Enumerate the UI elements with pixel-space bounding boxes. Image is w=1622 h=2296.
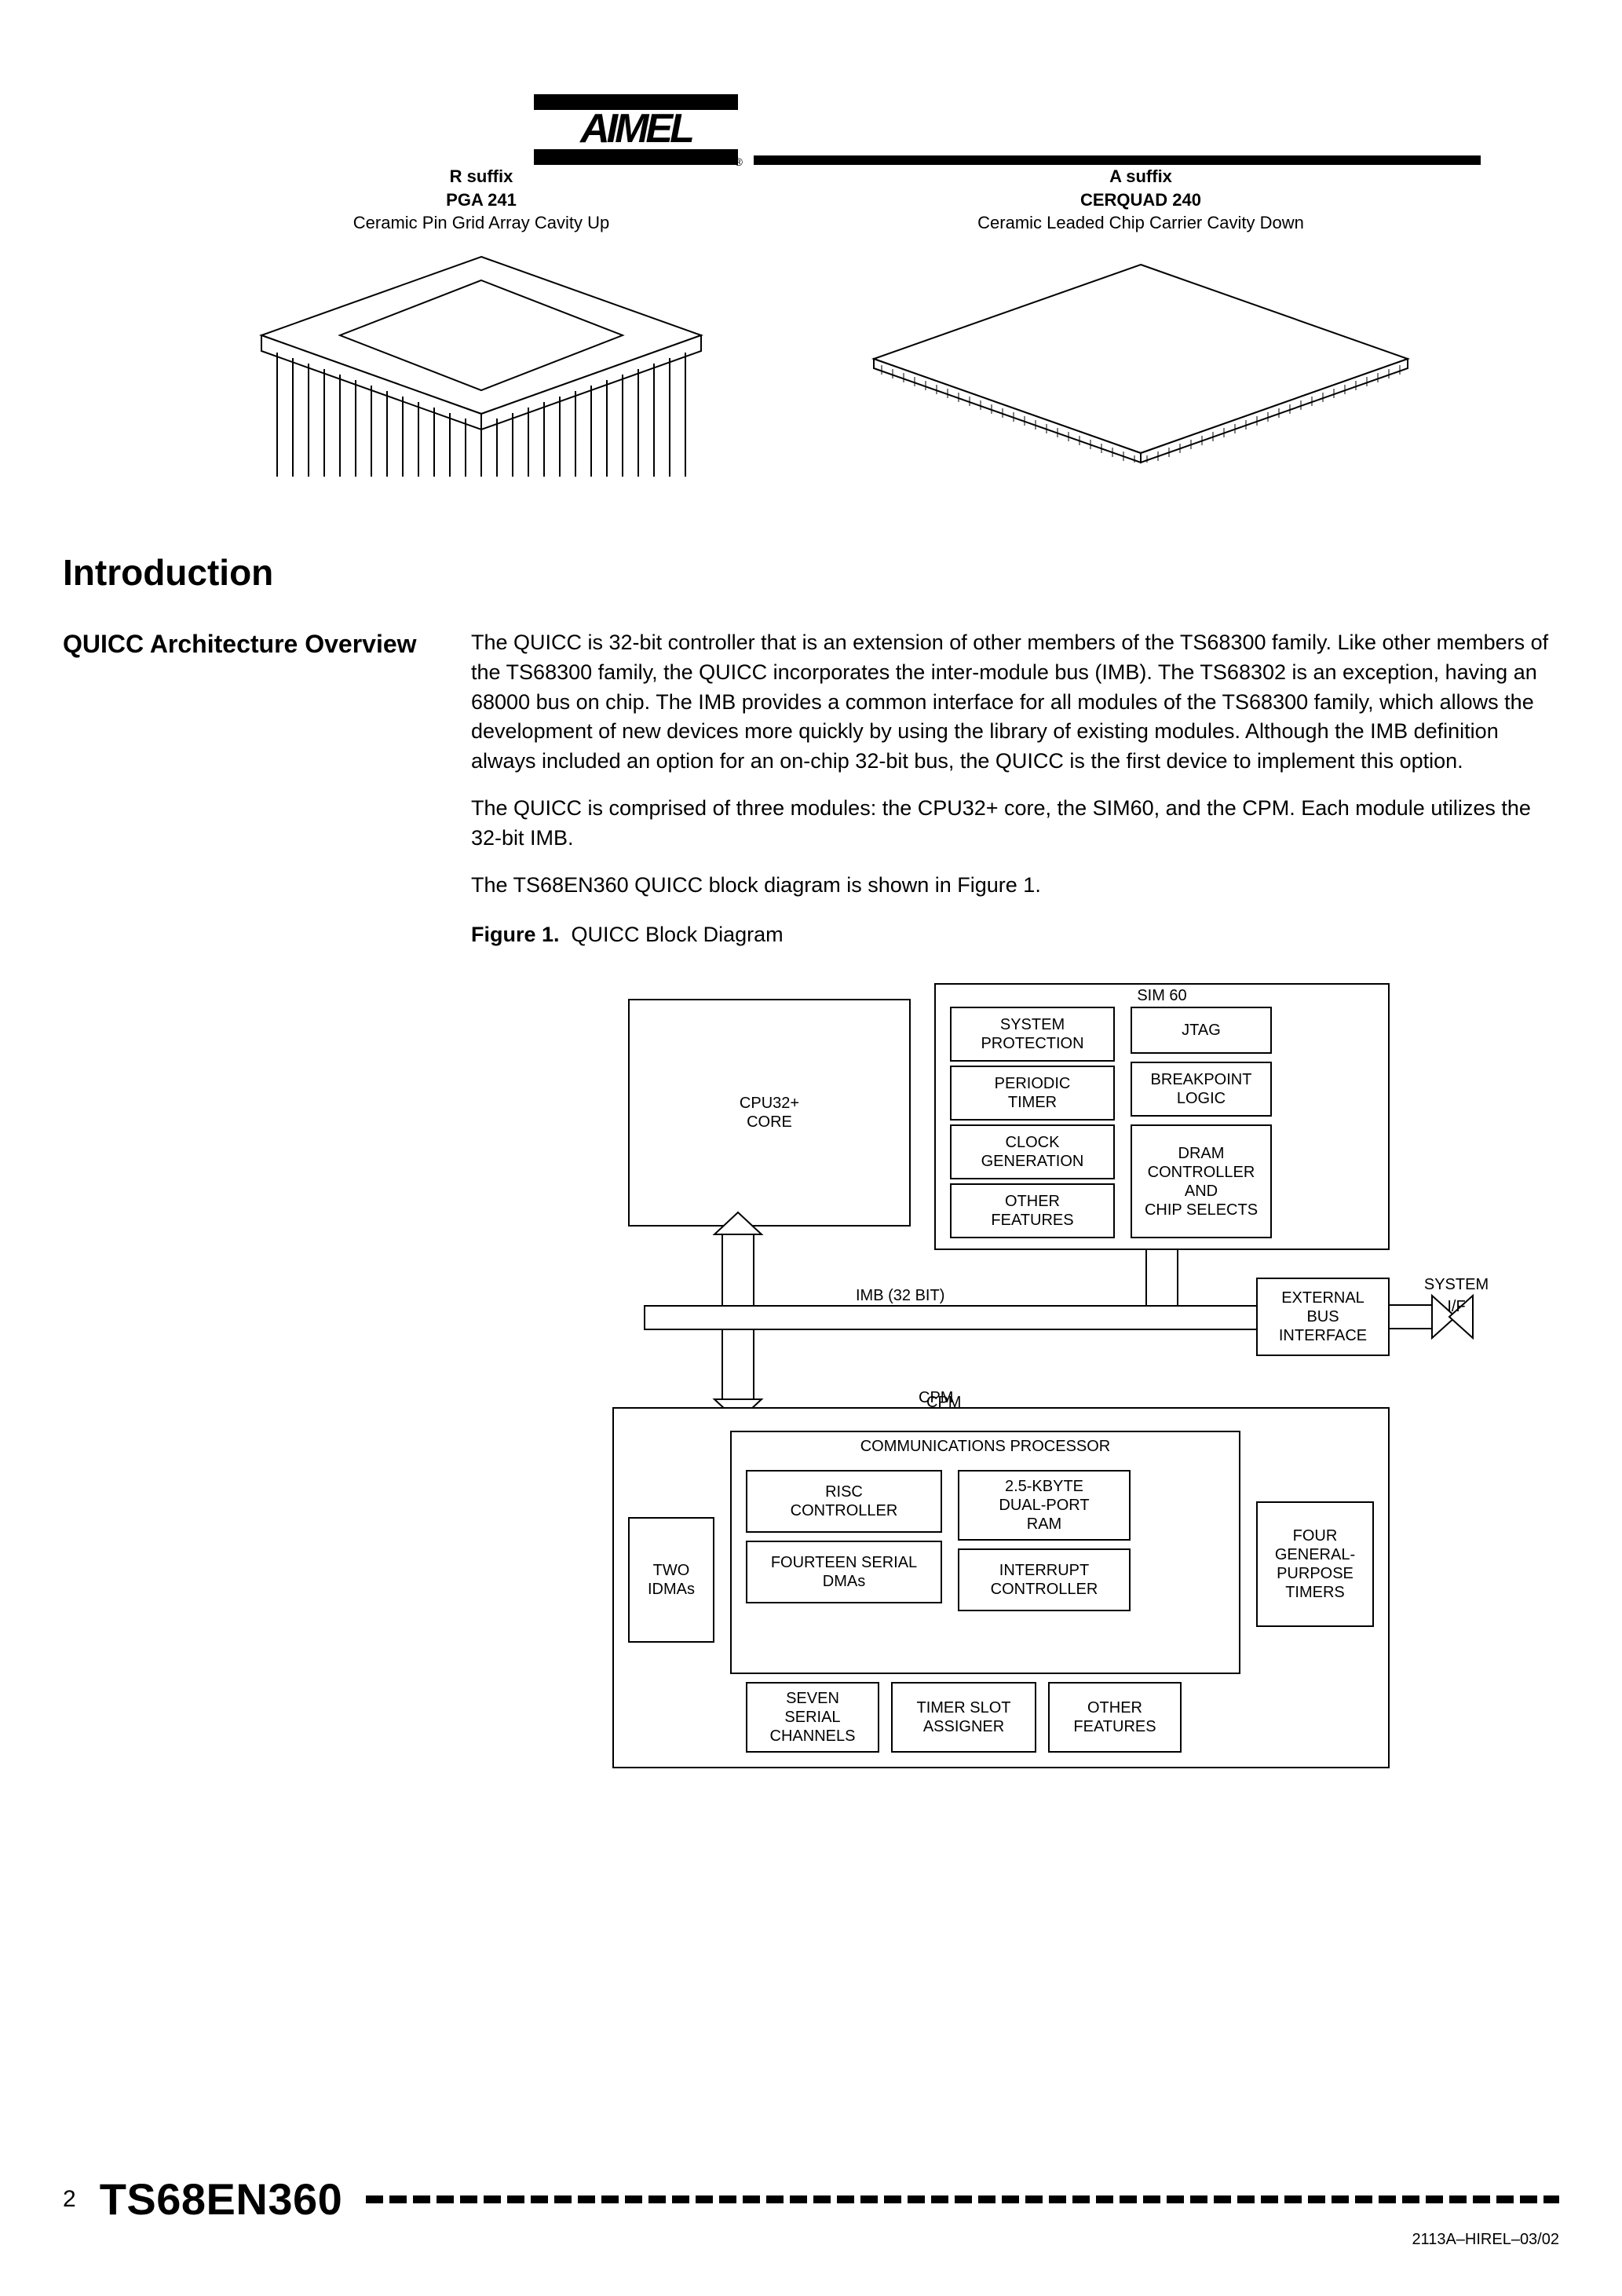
pkg-left-line1: R suffix <box>199 165 764 188</box>
figure-caption: Figure 1. QUICC Block Diagram <box>471 920 1559 950</box>
risc-label: RISC CONTROLLER <box>791 1483 898 1520</box>
pkg-left-line3: Ceramic Pin Grid Array Cavity Up <box>199 211 764 235</box>
pkg-right-line1: A suffix <box>858 165 1423 188</box>
cpm-title: CPM <box>926 1391 961 1413</box>
cerquad-chip-icon <box>858 249 1423 469</box>
paragraph-1: The QUICC is 32-bit controller that is a… <box>471 628 1559 777</box>
figure-title: QUICC Block Diagram <box>572 923 784 946</box>
seven-serial-label: SEVEN SERIAL CHANNELS <box>770 1689 856 1746</box>
interrupt-label: INTERRUPT CONTROLLER <box>991 1561 1098 1599</box>
header: AIMEL ® <box>63 94 1559 165</box>
package-left: R suffix PGA 241 Ceramic Pin Grid Array … <box>199 165 764 488</box>
two-idmas-label: TWO IDMAs <box>648 1561 695 1599</box>
brand-logo: AIMEL ® <box>534 94 738 165</box>
figure-label: Figure 1. <box>471 923 560 946</box>
header-rule <box>754 155 1481 165</box>
two-idmas-box: TWO IDMAs <box>628 1517 714 1643</box>
four-timers-label: FOUR GENERAL- PURPOSE TIMERS <box>1275 1526 1355 1602</box>
page-footer: 2 TS68EN360 2113A–HIREL–03/02 <box>63 2174 1559 2249</box>
package-right: A suffix CERQUAD 240 Ceramic Leaded Chip… <box>858 165 1423 488</box>
side-heading: QUICC Architecture Overview <box>63 628 440 1784</box>
doc-code: 2113A–HIREL–03/02 <box>63 2231 1559 2249</box>
timer-slot-box: TIMER SLOT ASSIGNER <box>891 1682 1036 1753</box>
dualport-label: 2.5-KBYTE DUAL-PORT RAM <box>999 1477 1089 1534</box>
fourteen-dmas-label: FOURTEEN SERIAL DMAs <box>771 1553 917 1591</box>
comm-proc-label: COMMUNICATIONS PROCESSOR <box>860 1437 1111 1456</box>
body-text: The QUICC is 32-bit controller that is a… <box>471 628 1559 1784</box>
package-illustrations: R suffix PGA 241 Ceramic Pin Grid Array … <box>63 165 1559 488</box>
registered-mark: ® <box>735 155 743 168</box>
pkg-right-line2: CERQUAD 240 <box>858 188 1423 212</box>
fourteen-dmas-box: FOURTEEN SERIAL DMAs <box>746 1541 942 1603</box>
block-diagram: SIM 60 CPU32+ CORE SYSTEM PROTECTION PER… <box>597 967 1507 1784</box>
dualport-box: 2.5-KBYTE DUAL-PORT RAM <box>958 1470 1131 1541</box>
ext-bus-label: EXTERNAL BUS INTERFACE <box>1279 1289 1367 1345</box>
risc-box: RISC CONTROLLER <box>746 1470 942 1533</box>
other-features2-label: OTHER FEATURES <box>1073 1698 1156 1736</box>
pkg-left-line2: PGA 241 <box>199 188 764 212</box>
footer-rule <box>366 2195 1559 2203</box>
paragraph-2: The QUICC is comprised of three modules:… <box>471 794 1559 854</box>
brand-text: AIMEL <box>534 108 738 149</box>
pkg-right-line3: Ceramic Leaded Chip Carrier Cavity Down <box>858 211 1423 235</box>
other-features2-box: OTHER FEATURES <box>1048 1682 1182 1753</box>
pga-chip-icon <box>230 249 732 484</box>
section-heading: Introduction <box>63 551 1559 594</box>
system-if-label: SYSTEM I/F <box>1413 1274 1500 1318</box>
paragraph-3: The TS68EN360 QUICC block diagram is sho… <box>471 871 1559 901</box>
four-timers-box: FOUR GENERAL- PURPOSE TIMERS <box>1256 1501 1374 1627</box>
ext-bus-box: EXTERNAL BUS INTERFACE <box>1256 1278 1390 1356</box>
seven-serial-box: SEVEN SERIAL CHANNELS <box>746 1682 879 1753</box>
interrupt-box: INTERRUPT CONTROLLER <box>958 1548 1131 1611</box>
timer-slot-label: TIMER SLOT ASSIGNER <box>916 1698 1010 1736</box>
part-number: TS68EN360 <box>100 2174 343 2225</box>
page-number: 2 <box>63 2186 76 2213</box>
